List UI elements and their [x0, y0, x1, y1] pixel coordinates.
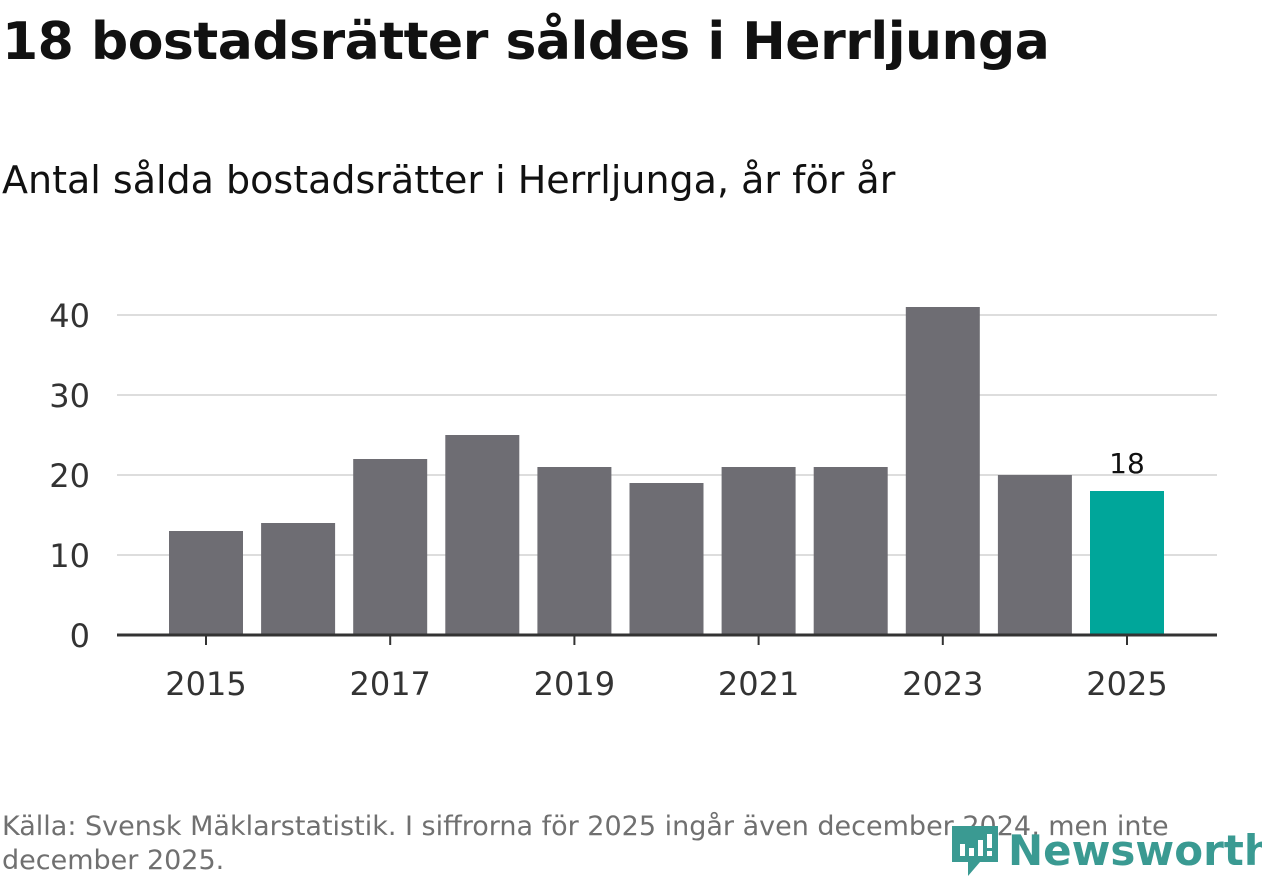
bar-2016	[261, 523, 336, 635]
newsworthy-logo: Newsworthy	[950, 822, 1262, 878]
bar-2022	[813, 467, 888, 635]
bar-2020	[629, 483, 704, 635]
x-tick-label: 2025	[1086, 665, 1167, 703]
data-label: 18	[1109, 447, 1145, 480]
bar-2017	[353, 459, 428, 635]
chart-subtitle: Antal sålda bostadsrätter i Herrljunga, …	[2, 158, 896, 202]
bar-2015	[169, 531, 243, 635]
bar-2021	[721, 467, 796, 635]
y-tick-label: 10	[49, 537, 90, 575]
bar-2018	[445, 435, 520, 635]
bar-2023	[905, 307, 980, 635]
x-tick-label: 2017	[349, 665, 430, 703]
bar-2024	[997, 475, 1072, 635]
y-tick-label: 20	[49, 457, 90, 495]
y-tick-label: 0	[70, 617, 90, 655]
x-tick-label: 2015	[165, 665, 246, 703]
bar-chart: 0 10 20 30 40 2015 2017 2019 2021 2023 2025 18	[49, 297, 1217, 703]
y-tick-label: 40	[49, 297, 90, 335]
x-tick-label: 2021	[718, 665, 799, 703]
x-tick-label: 2019	[534, 665, 615, 703]
x-tick-label: 2023	[902, 665, 983, 703]
logo-icon	[952, 826, 998, 876]
logo-text: Newsworthy	[1008, 825, 1262, 875]
bar-2025	[1090, 491, 1164, 635]
y-tick-label: 30	[49, 377, 90, 415]
chart-title: 18 bostadsrätter såldes i Herrljunga	[2, 12, 1050, 72]
bar-2019	[537, 467, 612, 635]
